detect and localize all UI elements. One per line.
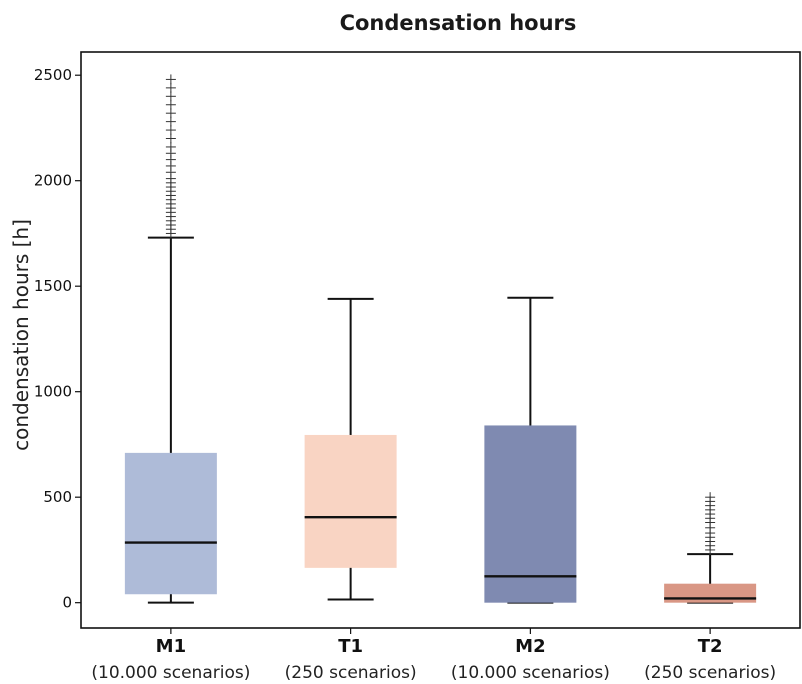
x-category-subtitle: (10.000 scenarios) bbox=[91, 663, 250, 683]
y-tick-label: 500 bbox=[43, 488, 72, 506]
box-t1 bbox=[304, 297, 397, 601]
iqr-box bbox=[664, 583, 757, 603]
iqr-box bbox=[304, 434, 397, 568]
outlier-marker bbox=[165, 125, 176, 136]
outlier-marker bbox=[165, 74, 176, 85]
y-tick-label: 2000 bbox=[34, 172, 72, 190]
outlier-marker bbox=[165, 99, 176, 110]
x-category-label: M2 bbox=[515, 636, 545, 657]
x-category-label: T1 bbox=[338, 636, 363, 657]
iqr-box bbox=[124, 452, 217, 595]
x-category-subtitle: (250 scenarios) bbox=[285, 663, 417, 683]
y-tick-label: 1500 bbox=[34, 277, 72, 295]
plot-frame bbox=[80, 51, 801, 629]
outlier-marker bbox=[165, 141, 176, 152]
box-m1 bbox=[124, 74, 217, 604]
outlier-marker bbox=[165, 82, 176, 93]
outlier-marker bbox=[165, 116, 176, 127]
y-tick-label: 2500 bbox=[34, 66, 72, 84]
outlier-marker bbox=[165, 108, 176, 119]
x-category-subtitle: (10.000 scenarios) bbox=[451, 663, 610, 683]
outlier-marker bbox=[165, 133, 176, 144]
y-tick-label: 1000 bbox=[34, 383, 72, 401]
box-m2 bbox=[484, 296, 577, 604]
box-series bbox=[124, 74, 757, 604]
x-category-subtitle: (250 scenarios) bbox=[644, 663, 776, 683]
y-axis-ticks: 0 500 1000 1500 2000 2500 bbox=[34, 66, 81, 612]
outlier-marker bbox=[165, 91, 176, 102]
iqr-box bbox=[484, 425, 577, 603]
box-t2 bbox=[664, 492, 757, 604]
y-tick-label: 0 bbox=[62, 594, 72, 612]
y-axis-label: condensation hours [h] bbox=[9, 219, 33, 451]
x-category-label: T2 bbox=[698, 636, 723, 657]
chart-title: Condensation hours bbox=[340, 11, 577, 35]
outlier-marker bbox=[705, 492, 716, 503]
x-category-label: M1 bbox=[156, 636, 186, 657]
x-axis-labels: M1 (10.000 scenarios) T1 (250 scenarios) M2 (… bbox=[91, 628, 776, 683]
